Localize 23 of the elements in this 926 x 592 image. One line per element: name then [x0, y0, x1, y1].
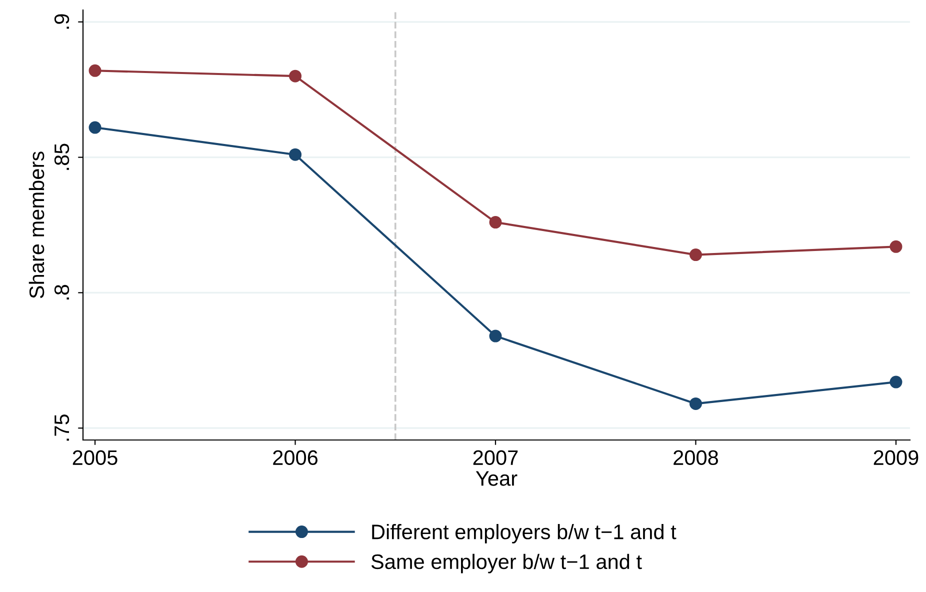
point: [689, 397, 702, 410]
y-axis-title: Share members: [28, 152, 44, 298]
x-tick-label: 2008: [674, 450, 718, 466]
x-tick-label: 2006: [273, 450, 318, 466]
y-tick-label: .85: [54, 144, 70, 170]
point: [890, 240, 902, 253]
legend-label: Different employers b/w t−1 and t: [372, 524, 676, 544]
legend-label: Same employer b/w t−1 and t: [371, 554, 642, 574]
x-tick-label: 2007: [473, 450, 518, 466]
y-tick-label: .9: [54, 14, 70, 29]
point: [489, 330, 502, 342]
y-tick-label: .75: [54, 414, 70, 441]
point: [890, 376, 902, 388]
x-tick-label: 2005: [72, 450, 118, 466]
point: [88, 64, 102, 77]
point: [689, 248, 702, 262]
point: [489, 216, 502, 229]
point: [289, 148, 302, 161]
x-axis-title: Year: [476, 471, 518, 486]
point: [88, 121, 102, 134]
x-tick-label: 2009: [874, 450, 918, 466]
point: [289, 70, 302, 82]
y-tick-label: .8: [54, 284, 70, 300]
